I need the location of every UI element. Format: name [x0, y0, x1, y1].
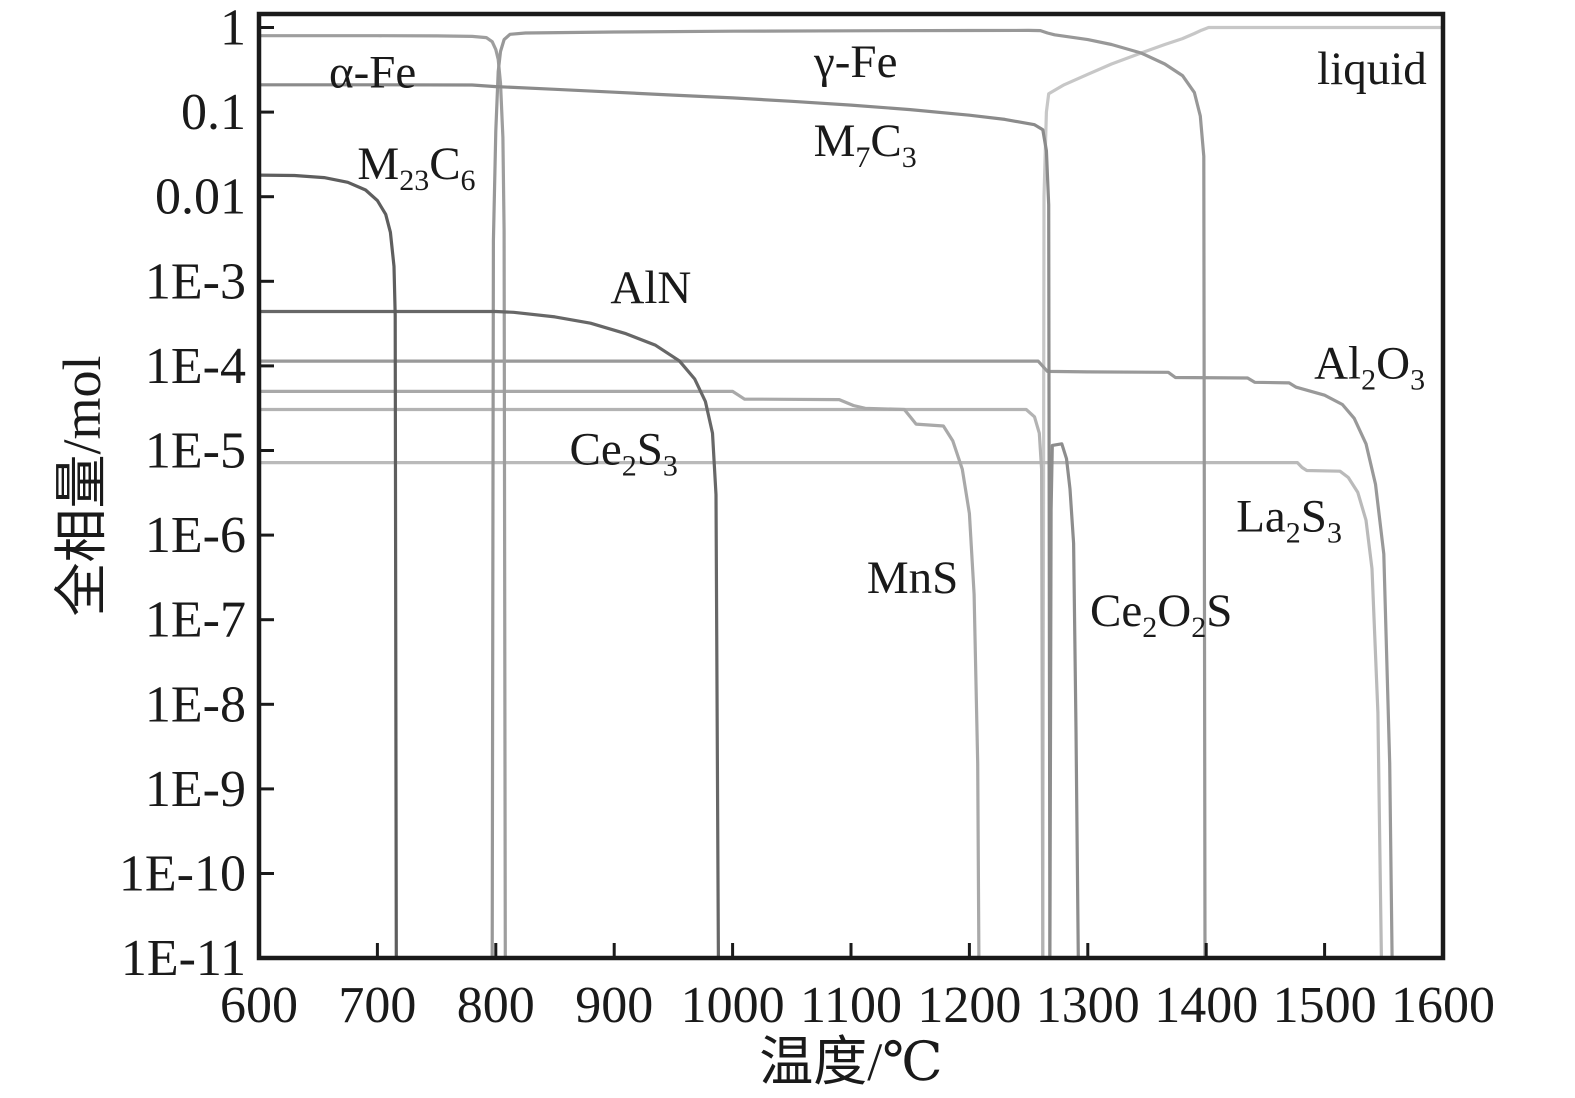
y-tick-label: 0.1: [181, 84, 246, 141]
phase-label-ce2o2s: Ce2O2S: [1090, 585, 1232, 644]
series-line-al2o3: [257, 359, 1394, 960]
y-tick-label: 1E-8: [145, 676, 246, 733]
phase-label-ce2s3: Ce2S3: [569, 424, 677, 483]
y-axis-title: 全相量/mol: [52, 355, 112, 616]
x-tick-label: 1500: [1273, 977, 1377, 1034]
x-tick-label: 900: [575, 977, 653, 1034]
y-tick-label: 0.01: [155, 169, 246, 226]
y-tick-label: 1E-7: [145, 592, 246, 649]
x-tick-label: 1600: [1391, 977, 1495, 1034]
y-tick-label: 1E-11: [121, 930, 246, 987]
series-line-ce2s3: [257, 407, 1045, 960]
series-line-aln: [257, 309, 720, 960]
series-line-m7c3: [257, 83, 1052, 960]
series-line-mns: [257, 389, 981, 960]
x-tick-label: 600: [220, 977, 298, 1034]
x-axis-title: 温度/℃: [759, 1032, 942, 1092]
phase-label-aln: AlN: [610, 262, 691, 314]
phase-label-liquid: liquid: [1317, 43, 1427, 95]
series-line-alpha-fe: [257, 34, 507, 960]
x-tick-label: 800: [457, 977, 535, 1034]
series-line-m23c6: [257, 173, 398, 960]
phase-label-alpha-fe: α-Fe: [329, 47, 416, 99]
y-tick-label: 1E-10: [119, 846, 246, 903]
phase-label-al2o3: Al2O3: [1314, 337, 1425, 396]
phase-label-gamma-fe: γ-Fe: [813, 36, 897, 88]
x-tick-label: 1000: [681, 977, 785, 1034]
y-tick-label: 1E-3: [145, 253, 246, 310]
y-tick-label: 1E-9: [145, 761, 246, 818]
x-tick-label: 1400: [1154, 977, 1258, 1034]
plot-area: [259, 14, 1443, 958]
y-tick-label: 1E-6: [145, 507, 246, 564]
phase-label-m7c3: M7C3: [814, 115, 917, 174]
series-line-gamma-fe: [490, 28, 1207, 960]
series-group: [257, 25, 1445, 960]
x-tick-label: 700: [338, 977, 416, 1034]
y-tick-label: 1E-4: [145, 338, 246, 395]
phase-label-m23c6: M23C6: [357, 138, 475, 197]
x-tick-label: 1100: [800, 977, 902, 1034]
phase-label-mns: MnS: [867, 552, 958, 604]
phase-label-la2s3: La2S3: [1236, 491, 1342, 550]
series-line-ce2o2s: [1048, 442, 1080, 960]
series-line-la2s3: [257, 461, 1383, 960]
y-tick-label: 1: [220, 0, 246, 57]
x-tick-label: 1300: [1036, 977, 1140, 1034]
y-tick-label: 1E-5: [145, 423, 246, 480]
x-tick-label: 1200: [917, 977, 1021, 1034]
